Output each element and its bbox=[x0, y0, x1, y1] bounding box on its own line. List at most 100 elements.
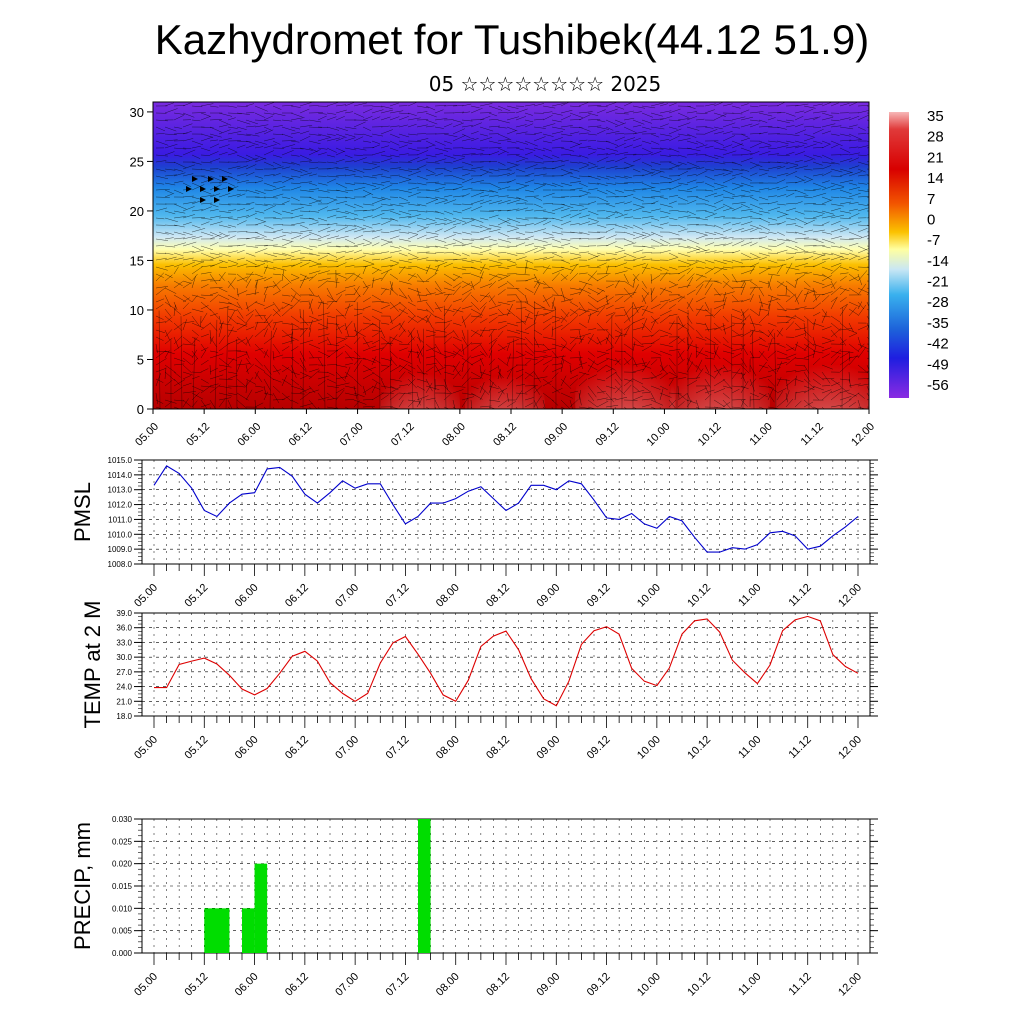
wind-barb bbox=[416, 138, 429, 142]
wind-barb bbox=[857, 115, 869, 121]
wind-barb bbox=[389, 386, 401, 394]
wind-barb bbox=[578, 272, 588, 275]
wind-barb bbox=[668, 313, 678, 317]
wind-barb bbox=[794, 391, 797, 401]
wind-barb bbox=[740, 399, 748, 407]
wind-barb bbox=[587, 118, 601, 121]
wind-barb bbox=[191, 217, 206, 219]
wind-barb bbox=[533, 184, 547, 191]
wind-barb bbox=[173, 308, 182, 315]
wind-barb bbox=[173, 304, 176, 317]
wind-barb bbox=[317, 396, 330, 401]
wind-barb bbox=[443, 320, 453, 324]
wind-barb bbox=[209, 133, 222, 138]
x-tick-label: 11.00 bbox=[736, 582, 763, 609]
wind-barb bbox=[641, 112, 653, 118]
wind-barb bbox=[524, 195, 539, 198]
wind-barb bbox=[380, 109, 394, 114]
wind-barb bbox=[272, 224, 284, 226]
wind-barb bbox=[209, 353, 224, 359]
wind-barb bbox=[686, 126, 700, 131]
wind-barb bbox=[596, 196, 609, 203]
wind-barb bbox=[569, 287, 583, 291]
wind-barb bbox=[650, 275, 661, 282]
wind-barb bbox=[560, 125, 573, 128]
wind-barb bbox=[731, 228, 745, 233]
x-tick-label: 05.00 bbox=[133, 421, 161, 449]
wind-barb bbox=[182, 241, 197, 247]
wind-barb bbox=[767, 259, 778, 264]
wind-barb bbox=[452, 336, 462, 342]
wind-barb bbox=[434, 238, 447, 243]
wind-barb bbox=[794, 400, 802, 408]
wind-barb bbox=[209, 252, 220, 256]
wind-barb bbox=[362, 116, 373, 121]
wind-barb bbox=[713, 367, 722, 380]
wind-barb bbox=[290, 392, 305, 395]
y-tick-label: 0.010 bbox=[112, 904, 133, 913]
wind-barb bbox=[371, 308, 383, 314]
wind-barb bbox=[308, 149, 321, 156]
wind-barb bbox=[452, 186, 464, 191]
wind-barb bbox=[299, 154, 313, 161]
wind-barb bbox=[668, 154, 679, 157]
wind-barb bbox=[650, 182, 660, 185]
wind-barb bbox=[740, 380, 749, 394]
wind-barb bbox=[812, 147, 824, 149]
wind-barb bbox=[353, 112, 365, 118]
wind-barb bbox=[182, 343, 196, 346]
wind-barb bbox=[290, 175, 301, 178]
wind-barb bbox=[326, 300, 338, 303]
wind-barb bbox=[326, 259, 338, 262]
wind-barb bbox=[317, 294, 324, 304]
wind-barb bbox=[740, 195, 754, 198]
x-tick-label: 06.00 bbox=[233, 734, 261, 762]
wind-barb bbox=[452, 157, 465, 163]
wind-barb bbox=[236, 287, 239, 297]
wind-barb bbox=[812, 253, 826, 261]
wind-barb bbox=[353, 399, 367, 405]
wind-barb bbox=[605, 140, 619, 146]
wind-barb bbox=[704, 385, 710, 395]
wind-barb bbox=[776, 119, 790, 124]
wind-barb bbox=[434, 158, 447, 163]
wind-barb bbox=[803, 265, 816, 268]
wind-barb bbox=[560, 259, 570, 264]
wind-barb bbox=[425, 343, 435, 352]
wind-barb bbox=[506, 343, 510, 352]
wind-barb bbox=[155, 175, 169, 180]
wind-barb bbox=[362, 252, 375, 256]
wind-barb bbox=[713, 324, 726, 331]
wind-barb bbox=[587, 313, 592, 324]
wind-barb bbox=[821, 295, 830, 303]
wind-barb bbox=[407, 192, 421, 198]
wind-barb bbox=[812, 336, 816, 346]
wind-barb bbox=[389, 116, 400, 121]
wind-barb bbox=[659, 188, 672, 191]
wind-barb bbox=[407, 266, 418, 268]
wind-barb bbox=[650, 315, 659, 325]
wind-barb bbox=[650, 287, 655, 296]
wind-barb bbox=[263, 336, 275, 345]
wind-barb bbox=[848, 165, 860, 170]
wind-barb bbox=[686, 276, 694, 289]
x-tick-label: 08.00 bbox=[434, 734, 462, 762]
wind-barb bbox=[299, 262, 310, 268]
wind-barb bbox=[506, 164, 520, 170]
wind-barb bbox=[713, 224, 724, 230]
wind-barb bbox=[560, 406, 566, 409]
wind-barb bbox=[551, 326, 554, 338]
wind-barb bbox=[614, 133, 625, 135]
wind-barb bbox=[686, 289, 696, 296]
wind-barb bbox=[704, 283, 713, 296]
wind-barb bbox=[380, 251, 390, 254]
wind-barb bbox=[182, 282, 192, 289]
wind-barb bbox=[785, 266, 800, 271]
wind-barb bbox=[524, 385, 538, 387]
wind-barb bbox=[155, 315, 164, 320]
wind-barb bbox=[371, 329, 382, 332]
wind-barb bbox=[560, 375, 567, 387]
wind-barb bbox=[839, 304, 848, 317]
wind-barb bbox=[299, 315, 309, 326]
